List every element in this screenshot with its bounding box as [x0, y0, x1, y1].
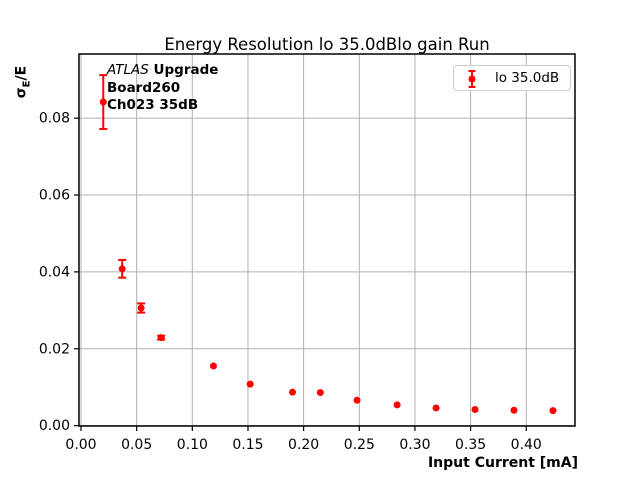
annotation-line-3: Ch023 35dB: [107, 97, 199, 113]
x-tick-label: 0.35: [455, 437, 486, 453]
y-tick-label: 0.02: [39, 341, 70, 357]
data-point: [288, 388, 296, 396]
annotation: ATLAS Upgrade Board260 Ch023 35dB: [107, 62, 218, 115]
x-tick-label: 0.15: [232, 437, 263, 453]
legend: lo 35.0dB: [453, 65, 571, 91]
data-point: [549, 407, 557, 415]
chart-title: Energy Resolution lo 35.0dBlo gain Run: [164, 35, 490, 54]
x-axis-label: Input Current [mA]: [427, 455, 578, 471]
y-tick-label: 0.04: [39, 264, 70, 280]
ylabel-rest: /E: [13, 65, 30, 81]
data-point: [510, 406, 518, 414]
data-point: [353, 396, 361, 404]
axes-spines: [78, 53, 576, 427]
data-point: [209, 362, 217, 370]
data-point: [137, 304, 145, 312]
data-point: [99, 98, 107, 106]
y-tick-label: 0.00: [39, 418, 70, 434]
x-tick-label: 0.30: [399, 437, 430, 453]
data-point: [432, 404, 440, 412]
experiment-name: ATLAS: [107, 62, 149, 78]
data-point: [471, 405, 479, 413]
data-point: [393, 401, 401, 409]
data-point: [157, 334, 165, 342]
data-point: [246, 380, 254, 388]
upgrade-label: Upgrade: [148, 62, 219, 78]
x-tick-label: 0.25: [344, 437, 375, 453]
annotation-line-2: Board260: [107, 79, 181, 96]
x-tick-label: 0.05: [121, 437, 152, 453]
annotation-line-1: ATLAS Upgrade: [107, 62, 218, 80]
x-tick-label: 0.00: [65, 437, 96, 453]
x-tick-label: 0.40: [511, 437, 542, 453]
x-tick-label: 0.10: [177, 437, 208, 453]
legend-label: lo 35.0dB: [495, 70, 560, 86]
y-tick-label: 0.08: [39, 111, 70, 127]
sigma-symbol: σ: [13, 87, 30, 99]
sigma-subscript: E: [21, 80, 33, 88]
data-point: [118, 265, 126, 273]
y-tick-label: 0.06: [39, 188, 70, 204]
errorbar-marker-icon: [468, 70, 476, 88]
data-point: [316, 389, 324, 397]
x-tick-label: 0.20: [288, 437, 319, 453]
y-axis-label: σE/E: [14, 66, 33, 98]
